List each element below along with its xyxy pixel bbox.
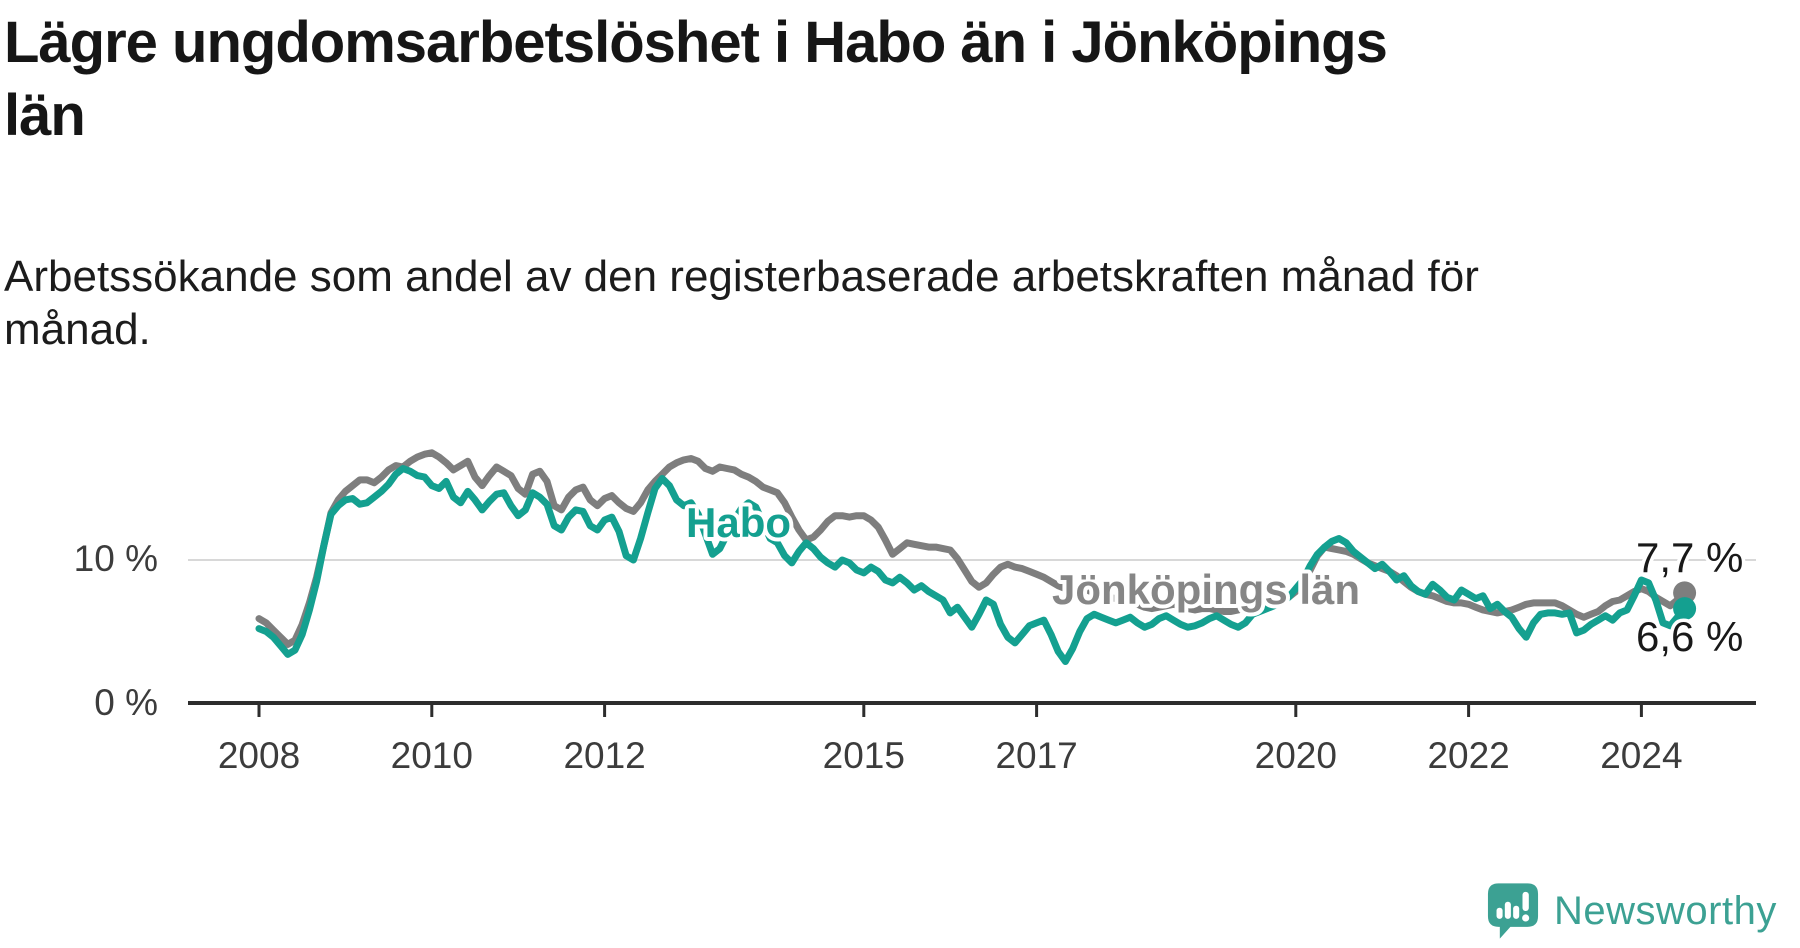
series-label-habo: Habo — [686, 499, 791, 546]
x-tick-label-2017: 2017 — [995, 735, 1077, 776]
x-tick-label-2008: 2008 — [218, 735, 300, 776]
end-value-label-jonkopings-lan: 7,7 % — [1636, 534, 1743, 581]
end-value-label-habo: 6,6 % — [1636, 613, 1743, 660]
series-group — [255, 449, 1697, 665]
series-label-jonkopings-lan: Jönköpings län — [1052, 566, 1360, 613]
speech-bubble-bar-chart-icon — [1487, 883, 1539, 939]
x-axis: 2008 2010 2012 2015 2017 2020 2022 2024 — [218, 703, 1683, 776]
end-dot-habo — [1673, 597, 1697, 621]
line-j-nk-pings-l-n — [255, 449, 1689, 648]
y-tick-label-10: 10 % — [74, 538, 158, 579]
page-title: Lägre ungdomsarbetslöshet i Habo än i Jö… — [4, 6, 1764, 152]
subtitle-line-2: månad. — [4, 305, 151, 354]
newsworthy-logo[interactable]: Newsworthy — [1486, 882, 1777, 940]
page-subtitle: Arbetssökande som andel av den registerb… — [4, 250, 1764, 356]
y-tick-label-0: 0 % — [94, 682, 158, 723]
title-line-2: län — [4, 83, 86, 148]
x-tick-label-2010: 2010 — [391, 735, 473, 776]
brand-name: Newsworthy — [1554, 888, 1777, 933]
line-habo — [255, 465, 1689, 665]
x-tick-label-2022: 2022 — [1427, 735, 1509, 776]
x-tick-label-2015: 2015 — [823, 735, 905, 776]
x-tick-label-2024: 2024 — [1600, 735, 1682, 776]
title-line-1: Lägre ungdomsarbetslöshet i Habo än i Jö… — [4, 10, 1388, 75]
subtitle-line-1: Arbetssökande som andel av den registerb… — [4, 252, 1479, 301]
x-tick-label-2020: 2020 — [1255, 735, 1337, 776]
x-tick-label-2012: 2012 — [563, 735, 645, 776]
